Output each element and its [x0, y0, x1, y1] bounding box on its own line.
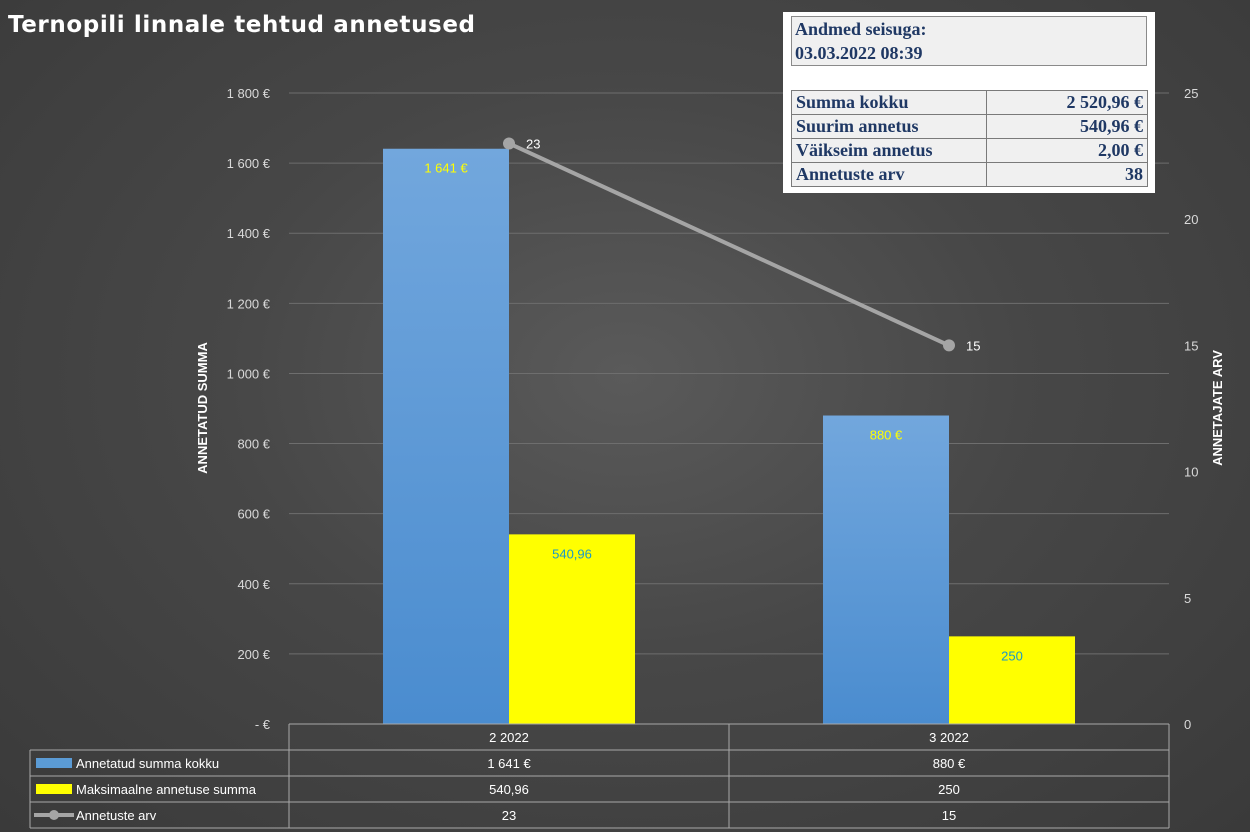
summary-row: Suurim annetus 540,96 €: [791, 114, 1148, 139]
y-axis-title: ANNETATUD SUMMA: [195, 342, 210, 474]
date-label: Andmed seisuga:: [795, 19, 927, 39]
table-cell: 15: [942, 808, 956, 823]
y-tick-label: 800 €: [237, 437, 270, 452]
bar: [823, 415, 949, 724]
x-category-label: 3 2022: [929, 730, 969, 745]
y-tick-label: 1 800 €: [227, 86, 271, 101]
bar: [383, 148, 509, 724]
summary-label: Annetuste arv: [791, 162, 987, 187]
line-point: [943, 339, 955, 352]
line-value-label: 15: [966, 338, 980, 353]
y2-tick-label: 10: [1184, 465, 1198, 480]
bar-value-label: 1 641 €: [424, 161, 468, 176]
summary-row: Annetuste arv 38: [791, 162, 1148, 187]
y-tick-label: 600 €: [237, 507, 270, 522]
summary-table: Summa kokku 2 520,96 € Suurim annetus 54…: [791, 90, 1148, 187]
line-value-label: 23: [526, 136, 540, 151]
y-tick-label: 1 200 €: [227, 296, 271, 311]
y2-tick-label: 15: [1184, 338, 1198, 353]
legend-key-marker: [49, 810, 59, 820]
table-cell: 880 €: [933, 756, 966, 771]
y2-axis-title: ANNETAJATE ARV: [1210, 350, 1225, 466]
line-series: [503, 137, 955, 352]
bar-value-label: 880 €: [870, 428, 903, 443]
y-tick-label: 200 €: [237, 647, 270, 662]
summary-value: 2 520,96 €: [986, 90, 1148, 115]
summary-box: Andmed seisuga: 03.03.2022 08:39 Summa k…: [783, 12, 1155, 193]
table-cell: 540,96: [489, 782, 529, 797]
y2-tick-label: 0: [1184, 717, 1191, 732]
data-labels: 1 641 € 540,96 880 € 250 23 15: [424, 136, 1023, 663]
bar: [949, 636, 1075, 724]
y-tick-label: 1 600 €: [227, 156, 271, 171]
summary-label: Summa kokku: [791, 90, 987, 115]
y-tick-label: 1 400 €: [227, 226, 271, 241]
bar-value-label: 540,96: [552, 546, 592, 561]
y2-tick-label: 25: [1184, 86, 1198, 101]
date-block: Andmed seisuga: 03.03.2022 08:39: [791, 16, 1147, 66]
summary-row: Summa kokku 2 520,96 €: [791, 90, 1148, 115]
table-cell: 23: [502, 808, 516, 823]
summary-value: 2,00 €: [986, 138, 1148, 163]
bars: [383, 148, 1075, 724]
legend-entry: Maksimaalne annetuse summa: [76, 782, 257, 797]
legend-key-blue: [36, 758, 72, 768]
y-tick-label: 400 €: [237, 577, 270, 592]
table-cell: 1 641 €: [487, 756, 531, 771]
y-axis-left: - € 200 € 400 € 600 € 800 € 1 000 € 1 200 € 1 4…: [227, 86, 271, 732]
summary-label: Suurim annetus: [791, 114, 987, 139]
chart-title: Ternopili linnale tehtud annetused: [8, 12, 476, 38]
bar: [509, 534, 635, 724]
date-value: 03.03.2022 08:39: [795, 43, 923, 63]
y-axis-right: 0 5 10 15 20 25: [1184, 86, 1198, 732]
y-tick-label: - €: [255, 717, 271, 732]
y2-tick-label: 20: [1184, 212, 1198, 227]
legend-entry: Annetatud summa kokku: [76, 756, 219, 771]
legend-key-yellow: [36, 784, 72, 794]
legend-entry: Annetuste arv: [76, 808, 157, 823]
y2-tick-label: 5: [1184, 591, 1191, 606]
summary-row: Väikseim annetus 2,00 €: [791, 138, 1148, 163]
bar-value-label: 250: [1001, 648, 1023, 663]
summary-value: 38: [986, 162, 1148, 187]
x-category-label: 2 2022: [489, 730, 529, 745]
line-path: [508, 141, 950, 348]
summary-label: Väikseim annetus: [791, 138, 987, 163]
summary-value: 540,96 €: [986, 114, 1148, 139]
y-tick-label: 1 000 €: [227, 366, 271, 381]
line-point: [503, 137, 515, 150]
table-cell: 250: [938, 782, 960, 797]
data-table: 2 2022 3 2022 Annetatud summa kokku 1 641 €…: [29, 723, 1170, 829]
